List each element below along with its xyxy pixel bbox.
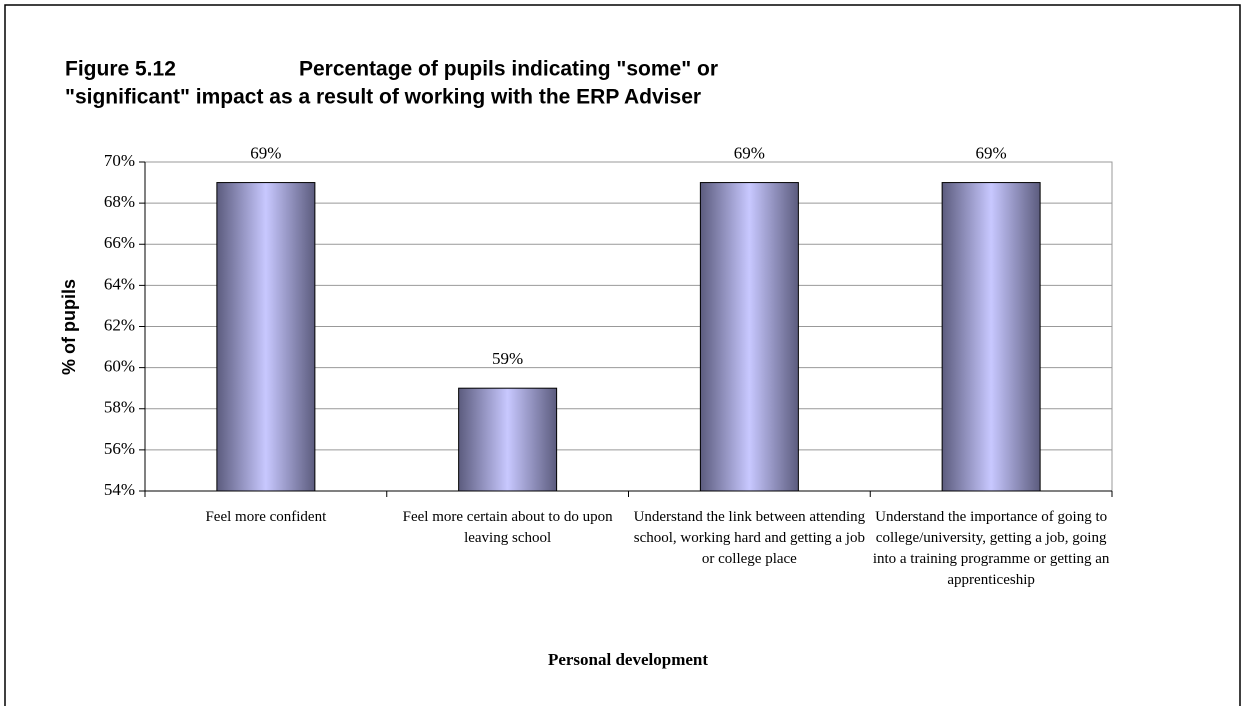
- value-label: 59%: [492, 349, 523, 368]
- y-axis-title: % of pupils: [59, 279, 79, 375]
- y-tick-label: 68%: [104, 192, 135, 211]
- bar: [941, 182, 1041, 492]
- y-tick-label: 64%: [104, 274, 135, 293]
- x-tick-label: Feel more confident: [205, 509, 327, 525]
- frame: [4, 4, 1241, 706]
- chart-title: Percentage of pupils indicating "some" o…: [299, 58, 718, 81]
- y-tick-label: 58%: [104, 398, 135, 417]
- y-tick-label: 54%: [104, 480, 135, 499]
- x-tick-label-box: Understand the link between attending sc…: [633, 509, 866, 567]
- value-label: 69%: [734, 143, 765, 162]
- figure-label: Figure 5.12: [65, 58, 176, 81]
- x-tick-label: Understand the link between attending sc…: [633, 509, 866, 567]
- y-tick-label: 56%: [104, 439, 135, 458]
- chart-title: "significant" impact as a result of work…: [65, 86, 701, 109]
- y-tick-label: 70%: [104, 151, 135, 170]
- x-tick-label-box: Feel more certain about to do upon leavi…: [402, 509, 613, 546]
- y-tick-label: 60%: [104, 357, 135, 376]
- value-label: 69%: [976, 143, 1007, 162]
- bar: [699, 182, 799, 492]
- x-tick-label-box: Feel more confident: [205, 509, 327, 525]
- x-tick-label-box: Understand the importance of going to co…: [872, 509, 1110, 588]
- value-label: 69%: [250, 143, 281, 162]
- y-tick-label: 62%: [104, 315, 135, 334]
- bar: [458, 387, 558, 492]
- x-axis-title: Personal development: [548, 650, 708, 669]
- x-tick-label: Understand the importance of going to co…: [872, 509, 1110, 588]
- bar: [216, 182, 316, 492]
- x-tick-label: Feel more certain about to do upon leavi…: [402, 509, 613, 546]
- y-tick-label: 66%: [104, 233, 135, 252]
